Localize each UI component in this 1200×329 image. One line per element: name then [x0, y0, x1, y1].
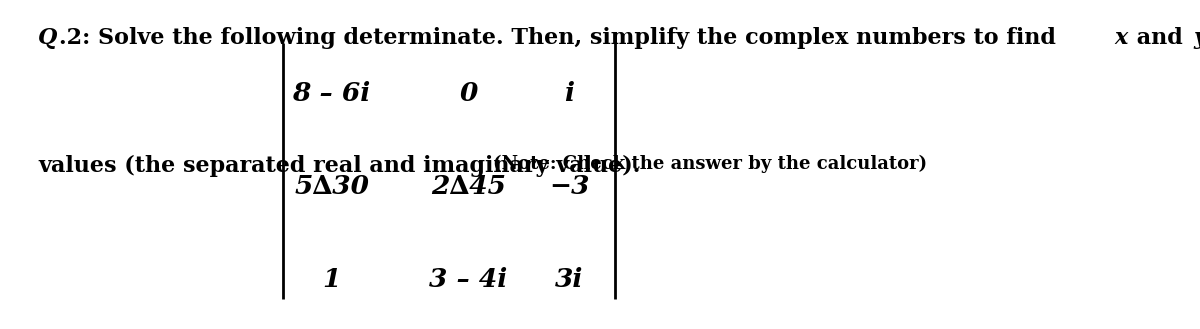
Text: i: i: [564, 81, 574, 106]
Text: .2: Solve the following determinate. Then, simplify the complex numbers to find: .2: Solve the following determinate. The…: [59, 27, 1063, 49]
Text: −3: −3: [548, 174, 589, 199]
Text: 3 – 4i: 3 – 4i: [430, 267, 508, 292]
Text: 0: 0: [460, 81, 478, 106]
Text: 1: 1: [323, 267, 341, 292]
Text: (Note: Check the answer by the calculator): (Note: Check the answer by the calculato…: [493, 155, 928, 173]
Text: Q: Q: [38, 27, 58, 49]
Text: y: y: [1193, 27, 1200, 49]
Text: 8 – 6i: 8 – 6i: [293, 81, 371, 106]
Text: x: x: [1115, 27, 1128, 49]
Text: and: and: [1128, 27, 1190, 49]
Text: 3i: 3i: [554, 267, 583, 292]
Text: 2∆45: 2∆45: [431, 174, 506, 199]
Text: values (the separated real and imaginary value).: values (the separated real and imaginary…: [38, 155, 641, 177]
Text: 5∆30: 5∆30: [294, 174, 370, 199]
